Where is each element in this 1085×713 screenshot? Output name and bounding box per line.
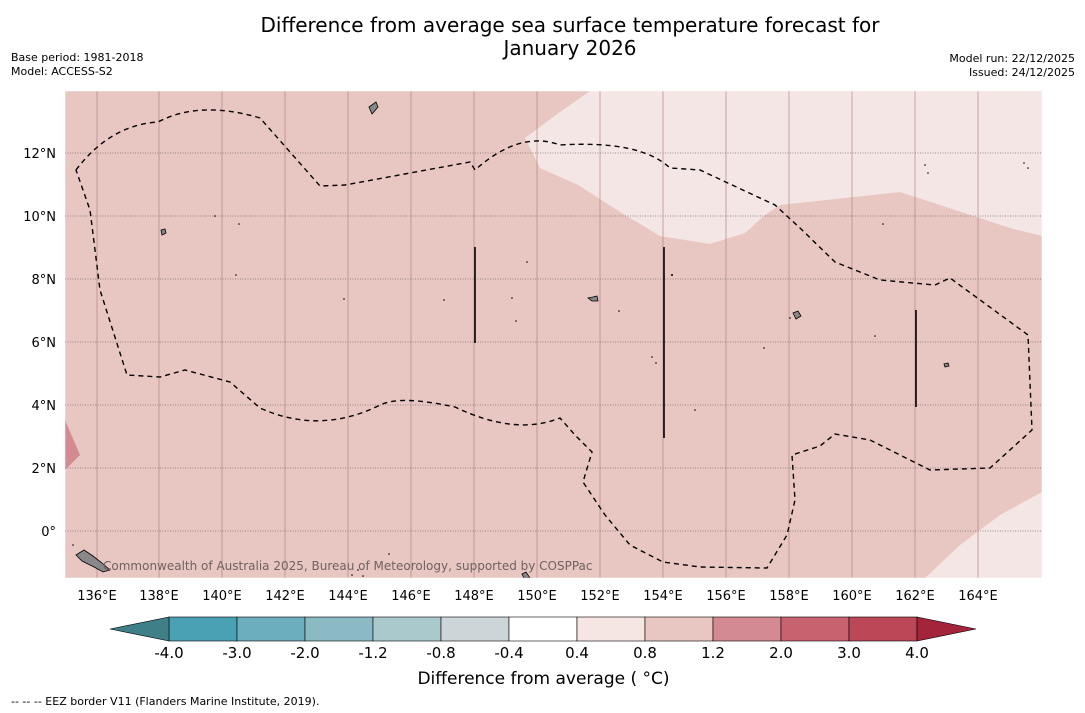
lon-label: 160°E — [832, 589, 872, 604]
lon-label: 146°E — [391, 589, 431, 604]
island-new-guinea-coast — [75, 549, 111, 573]
colorbar-tick-label: 3.0 — [837, 644, 861, 662]
anomaly-band-0.4-0.8-south — [925, 492, 1042, 578]
lat-label: 10°N — [23, 210, 56, 225]
colorbar-segment — [712, 616, 782, 642]
colorbar-label: Difference from average ( °C) — [417, 669, 670, 689]
watermark: Commonwealth of Australia 2025, Bureau o… — [103, 559, 593, 573]
colorbar-segment — [576, 616, 646, 642]
colorbar-tick-label: -0.8 — [426, 644, 455, 662]
colorbar-tick-label: -3.0 — [222, 644, 251, 662]
run-info: Model run: 22/12/2025 Issued: 24/12/2025 — [949, 52, 1075, 80]
lon-label: 152°E — [580, 589, 620, 604]
eez-straight-segments — [474, 247, 917, 438]
colorbar-tick-label: 4.0 — [905, 644, 929, 662]
lon-label: 162°E — [895, 589, 935, 604]
island-guam — [368, 101, 379, 115]
lon-label: 142°E — [265, 589, 305, 604]
colorbar-segment — [236, 616, 306, 642]
model-info: Base period: 1981-2018 Model: ACCESS-S2 — [11, 51, 143, 79]
colorbar-under-arrow — [109, 616, 170, 642]
lat-label: 12°N — [23, 147, 56, 162]
colorbar-tick-label: 0.8 — [633, 644, 657, 662]
lon-label: 150°E — [517, 589, 557, 604]
colorbar-tick-label: 2.0 — [769, 644, 793, 662]
issued-date: Issued: 24/12/2025 — [968, 66, 1075, 79]
eez-footnote: -- -- -- EEZ border V11 (Flanders Marine… — [11, 695, 320, 708]
colorbar-segment — [848, 616, 918, 642]
colorbar-tick-label: -1.2 — [358, 644, 387, 662]
colorbar-segment — [508, 616, 578, 642]
colorbar-tick-label: -2.0 — [290, 644, 319, 662]
longitude-labels: 136°E 138°E 140°E 142°E 144°E 146°E 148°… — [77, 589, 998, 604]
colorbar-tick-label: 1.2 — [701, 644, 725, 662]
island-chuuk — [587, 295, 599, 302]
colorbar-tick-label: -0.4 — [494, 644, 523, 662]
islands — [75, 101, 950, 578]
island-palau — [160, 228, 167, 236]
lon-label: 144°E — [328, 589, 368, 604]
base-period: Base period: 1981-2018 — [11, 51, 144, 64]
island-east — [943, 362, 950, 368]
lat-label: 6°N — [32, 336, 57, 351]
lat-label: 0° — [41, 525, 56, 540]
lon-label: 156°E — [706, 589, 746, 604]
latitude-labels: 12°N 10°N 8°N 6°N 4°N 2°N 0° — [23, 147, 56, 540]
colorbar-over-arrow — [916, 616, 977, 642]
colorbar-tick-label: -4.0 — [154, 644, 183, 662]
colorbar-segments — [168, 616, 918, 642]
colorbar-segment — [644, 616, 714, 642]
model-name: Model: ACCESS-S2 — [11, 65, 113, 78]
lat-label: 8°N — [32, 273, 57, 288]
model-run-date: Model run: 22/12/2025 — [949, 52, 1075, 65]
lon-label: 136°E — [77, 589, 117, 604]
lat-label: 2°N — [32, 462, 57, 477]
colorbar-segment — [168, 616, 238, 642]
island-south — [521, 571, 531, 578]
anomaly-band-1.2-2.0-west — [65, 420, 80, 470]
colorbar-tick-label: 0.4 — [565, 644, 589, 662]
lon-label: 154°E — [643, 589, 683, 604]
atolls — [72, 162, 1029, 577]
lon-label: 148°E — [454, 589, 494, 604]
graticule-meridians — [96, 91, 979, 578]
colorbar-segment — [304, 616, 374, 642]
lon-label: 164°E — [958, 589, 998, 604]
title-line-2: January 2026 — [503, 36, 637, 60]
lat-label: 4°N — [32, 399, 57, 414]
map-title: Difference from average sea surface temp… — [0, 14, 1085, 60]
map-frame — [64, 90, 1043, 579]
lon-label: 140°E — [202, 589, 242, 604]
colorbar-segment — [440, 616, 510, 642]
eez-border — [75, 109, 1033, 569]
colorbar-segment — [372, 616, 442, 642]
colorbar-tick-labels: -4.0 -3.0 -2.0 -1.2 -0.8 -0.4 0.4 0.8 1.2 2.0 3.0 4… — [154, 644, 929, 662]
title-line-1: Difference from average sea surface temp… — [260, 13, 880, 37]
lon-label: 158°E — [769, 589, 809, 604]
island-kosrae — [792, 310, 802, 320]
anomaly-band-0.4-0.8-north — [525, 91, 1042, 244]
colorbar-segment — [780, 616, 850, 642]
graticule-parallels — [65, 152, 1042, 532]
lon-label: 138°E — [139, 589, 179, 604]
